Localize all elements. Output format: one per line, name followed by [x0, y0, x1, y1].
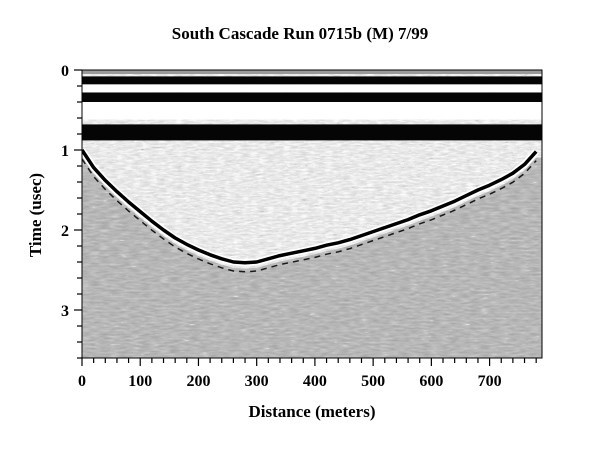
surface-band — [82, 70, 542, 74]
axes: 0 100 200 300 400 500 600 700 0 1 2 3 — [61, 63, 543, 390]
y-tick-label: 1 — [61, 143, 69, 160]
x-tick-label: 300 — [245, 373, 269, 390]
y-tick-label: 2 — [61, 223, 69, 240]
surface-band — [82, 124, 542, 141]
surface-band — [82, 76, 542, 85]
chart-title: South Cascade Run 0715b (M) 7/99 — [171, 24, 429, 43]
x-tick-label: 0 — [78, 373, 86, 390]
bed-reflector-multiple — [82, 158, 537, 273]
x-tick-label: 500 — [361, 373, 385, 390]
surface-gap — [82, 102, 542, 120]
x-tick-label: 200 — [186, 373, 210, 390]
x-tick-label: 700 — [478, 373, 502, 390]
radargram-image — [82, 70, 542, 358]
surface-gap — [82, 84, 542, 93]
x-tick-label: 600 — [419, 373, 443, 390]
x-axis-label: Distance (meters) — [248, 402, 376, 421]
x-tick-label: 400 — [303, 373, 327, 390]
y-tick-label: 0 — [61, 63, 69, 80]
y-tick-label: 3 — [61, 303, 69, 320]
surface-band — [82, 92, 542, 102]
x-tick-label: 100 — [128, 373, 152, 390]
bed-reflector — [82, 149, 538, 265]
